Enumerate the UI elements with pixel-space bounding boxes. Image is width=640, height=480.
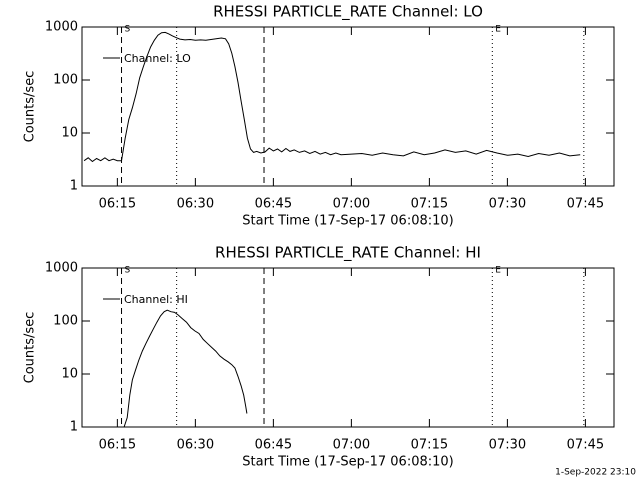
x-axis-label: Start Time (17-Sep-17 06:08:10) (242, 214, 453, 229)
legend-label: Channel: HI (124, 293, 188, 306)
y-axis-label: Counts/sec (23, 71, 38, 143)
x-tick-label: 07:00 (333, 197, 370, 212)
x-tick-label: 07:30 (489, 438, 526, 453)
timestamp: 1-Sep-2022 23:10 (555, 468, 636, 478)
plot-frame (81, 26, 615, 187)
y-axis-label: Counts/sec (23, 312, 38, 384)
x-tick-label: 06:15 (99, 438, 136, 453)
y-tick-label: 10 (61, 367, 78, 382)
y-tick-label: 10 (61, 126, 78, 141)
x-tick-label: 06:15 (99, 197, 136, 212)
data-line (83, 31, 581, 163)
annotation: S (125, 25, 131, 35)
data-line (123, 309, 248, 428)
x-tick-label: 06:30 (177, 438, 214, 453)
x-tick-label: 07:00 (333, 438, 370, 453)
annotation: E (495, 266, 501, 276)
x-tick-label: 07:30 (489, 197, 526, 212)
x-tick-label: 07:45 (567, 197, 604, 212)
x-tick-label: 07:15 (411, 438, 448, 453)
y-tick-label: 100 (53, 314, 78, 329)
y-tick-label: 1000 (45, 261, 78, 276)
chart-title: RHESSI PARTICLE_RATE Channel: LO (213, 3, 483, 22)
x-tick-label: 07:15 (411, 197, 448, 212)
x-axis-label: Start Time (17-Sep-17 06:08:10) (242, 455, 453, 470)
x-tick-label: 06:30 (177, 197, 214, 212)
y-tick-label: 1000 (45, 20, 78, 35)
x-tick-label: 07:45 (567, 438, 604, 453)
chart-title: RHESSI PARTICLE_RATE Channel: HI (215, 244, 481, 263)
annotation: E (495, 25, 501, 35)
y-tick-label: 100 (53, 73, 78, 88)
y-tick-label: 1 (70, 420, 78, 435)
x-tick-label: 06:45 (255, 438, 292, 453)
x-tick-label: 06:45 (255, 197, 292, 212)
y-tick-label: 1 (70, 179, 78, 194)
plot-frame (81, 267, 615, 428)
legend-label: Channel: LO (124, 52, 191, 65)
annotation: S (125, 266, 131, 276)
